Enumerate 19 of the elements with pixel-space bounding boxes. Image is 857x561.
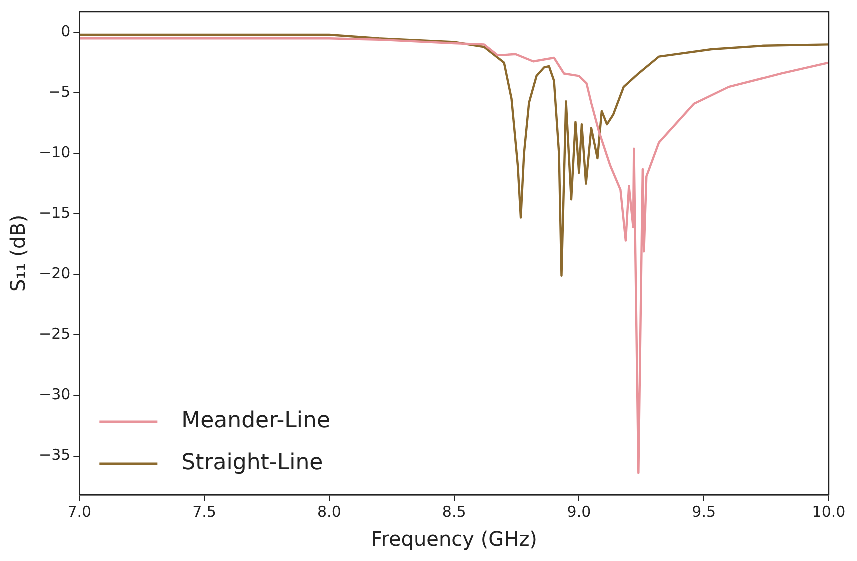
y-tick-label: −30 xyxy=(39,386,71,404)
x-tick-label: 7.5 xyxy=(192,502,216,521)
y-tick-label: −25 xyxy=(39,325,71,344)
y-tick-label: 0 xyxy=(61,22,71,40)
y-tick-label: −15 xyxy=(39,204,71,222)
y-tick-label: −35 xyxy=(39,446,71,464)
x-tick-label: 9.5 xyxy=(692,502,716,521)
x-tick-label: 8.0 xyxy=(318,502,342,521)
legend-label: Meander-Line xyxy=(182,408,331,434)
x-axis-title: Frequency (GHz) xyxy=(371,527,538,552)
y-tick-label: −10 xyxy=(39,144,71,162)
x-tick-label: 9.0 xyxy=(567,502,592,521)
x-tick-label: 10.0 xyxy=(812,502,846,521)
x-tick-label: 7.0 xyxy=(68,502,92,521)
x-tick-label: 8.5 xyxy=(442,502,466,521)
y-axis-title: S₁₁ (dB) xyxy=(6,214,30,292)
legend-label: Straight-Line xyxy=(182,450,324,476)
y-tick-label: −20 xyxy=(39,264,71,283)
y-tick-label: −5 xyxy=(48,82,71,101)
